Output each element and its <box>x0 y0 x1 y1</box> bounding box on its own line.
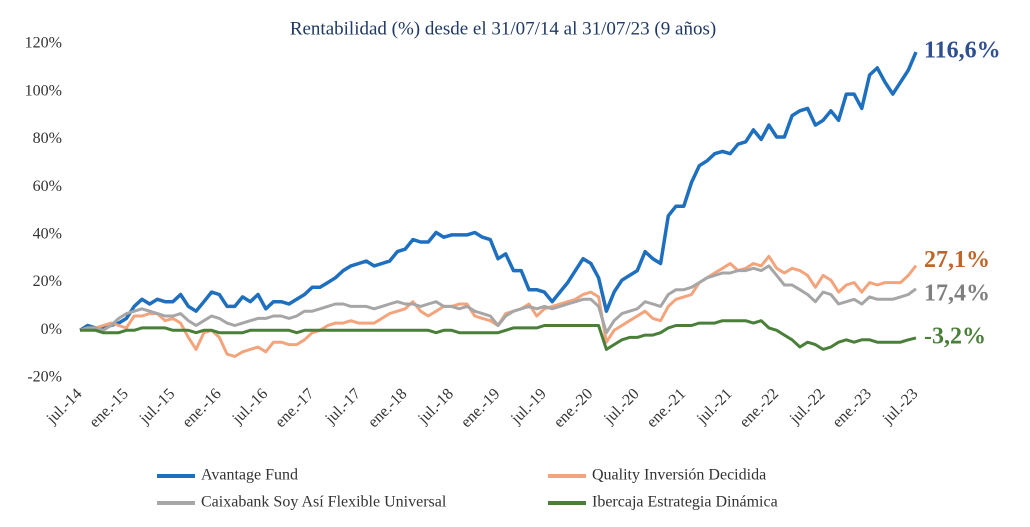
y-tick-label: 80% <box>33 130 62 147</box>
x-tick-label: ene.-18 <box>365 385 411 431</box>
x-tick-label: jul.-17 <box>322 385 365 428</box>
series-line <box>79 264 917 335</box>
x-tick-label: ene.-16 <box>179 385 225 431</box>
x-tick-label: ene.-20 <box>551 385 597 431</box>
end-label: 27,1% <box>924 247 990 273</box>
x-tick-label: jul.-19 <box>507 385 550 428</box>
legend-label: Quality Inversión Decidida <box>592 467 766 484</box>
legend-label: Ibercaja Estrategia Dinámica <box>592 494 778 511</box>
x-tick-label: ene.-21 <box>644 385 690 431</box>
y-tick-label: 40% <box>33 226 62 243</box>
x-tick-label: jul.-15 <box>136 385 179 428</box>
end-label: 116,6% <box>924 38 1001 64</box>
y-tick-label: 100% <box>25 82 62 99</box>
x-tick-label: jul.-16 <box>229 385 272 428</box>
series-line <box>79 51 918 332</box>
y-tick-label: 60% <box>33 178 62 195</box>
x-tick-label: jul.-20 <box>600 385 643 428</box>
x-tick-label: ene.-15 <box>86 385 132 431</box>
end-label: -3,2% <box>924 323 986 349</box>
y-tick-label: 120% <box>25 35 62 52</box>
x-tick-label: jul.-22 <box>786 385 829 428</box>
y-tick-label: -20% <box>27 369 62 386</box>
legend-label: Avantage Fund <box>201 467 298 484</box>
x-tick-label: jul.-21 <box>693 385 736 428</box>
x-tick-label: jul.-18 <box>414 385 457 428</box>
x-tick-label: ene.-23 <box>829 385 875 431</box>
x-tick-label: jul.-23 <box>879 385 922 428</box>
x-tick-label: ene.-17 <box>272 385 318 431</box>
end-label: 17,4% <box>924 280 990 306</box>
x-tick-label: jul.-14 <box>43 385 86 428</box>
x-tick-label: ene.-22 <box>736 385 782 431</box>
x-tick-label: ene.-19 <box>458 385 504 431</box>
series-line <box>79 254 918 358</box>
chart-title: Rentabilidad (%) desde el 31/07/14 al 31… <box>290 18 716 39</box>
legend-label: Caixabank Soy Así Flexible Universal <box>201 494 447 511</box>
y-tick-label: 0% <box>41 321 62 338</box>
y-tick-label: 20% <box>33 273 62 290</box>
series-line <box>80 319 917 351</box>
